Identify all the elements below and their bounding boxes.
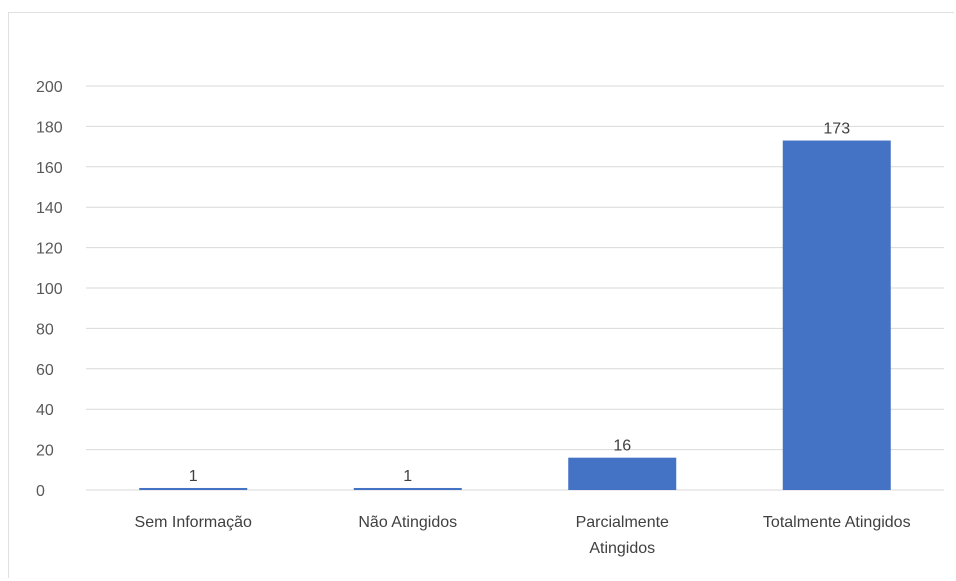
bar bbox=[568, 457, 677, 490]
y-tick-label: 20 bbox=[36, 443, 54, 460]
y-tick-label: 80 bbox=[36, 321, 54, 338]
y-tick-label: 180 bbox=[36, 119, 63, 136]
data-labels: 1 1 16 173 bbox=[189, 121, 850, 485]
data-label: 1 bbox=[189, 468, 198, 485]
bar bbox=[782, 140, 891, 491]
x-axis-category-labels: Sem Informação Não Atingidos Parcialmente A… bbox=[135, 514, 911, 557]
bar bbox=[139, 487, 248, 490]
y-tick-label: 200 bbox=[36, 79, 63, 96]
bars bbox=[139, 140, 891, 491]
data-label: 1 bbox=[403, 468, 412, 485]
y-tick-label: 120 bbox=[36, 241, 63, 258]
data-label: 16 bbox=[613, 438, 631, 455]
y-tick-label: 40 bbox=[36, 402, 54, 419]
chart-frame bbox=[8, 12, 954, 578]
y-tick-label: 0 bbox=[36, 483, 45, 500]
y-tick-label: 60 bbox=[36, 362, 54, 379]
x-category-label: Parcialmente bbox=[576, 514, 669, 531]
y-axis-tick-labels: 0 20 40 60 80 100 120 140 160 180 200 bbox=[36, 79, 63, 500]
y-tick-label: 100 bbox=[36, 281, 63, 298]
bar bbox=[353, 487, 462, 490]
data-label: 173 bbox=[823, 121, 850, 138]
x-category-label: Sem Informação bbox=[135, 514, 252, 531]
y-tick-label: 140 bbox=[36, 200, 63, 217]
x-category-label: Totalmente Atingidos bbox=[763, 514, 911, 531]
x-category-label: Atingidos bbox=[589, 540, 655, 557]
x-category-label: Não Atingidos bbox=[358, 514, 457, 531]
y-tick-label: 160 bbox=[36, 160, 63, 177]
